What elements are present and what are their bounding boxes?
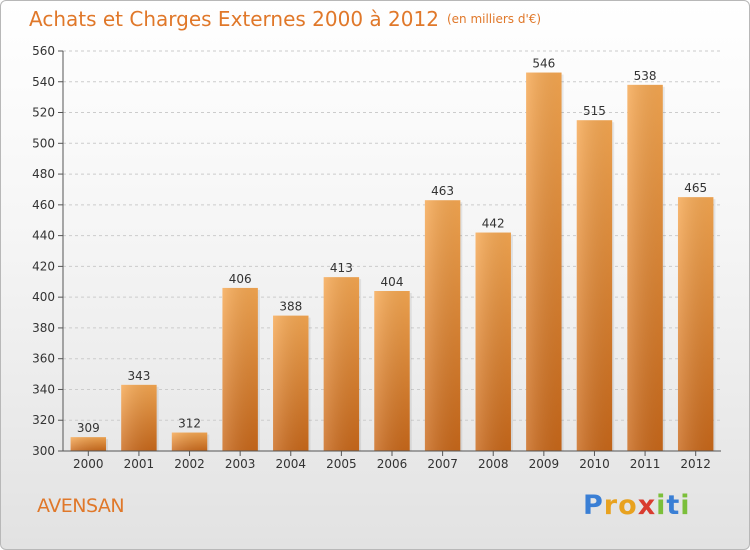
x-tick-label: 2002	[174, 457, 205, 471]
data-label: 413	[330, 261, 353, 275]
y-tick-label: 520	[32, 106, 55, 120]
bar-highlight	[171, 432, 208, 451]
data-label: 388	[279, 300, 302, 314]
y-tick-label: 400	[32, 290, 55, 304]
y-tick-label: 480	[32, 167, 55, 181]
bar-highlight	[273, 315, 309, 451]
logo-letter: i	[680, 490, 691, 521]
x-tick-label: 2006	[377, 457, 408, 471]
x-tick-label: 2000	[73, 457, 104, 471]
x-tick-label: 2003	[225, 457, 256, 471]
bar-highlight	[323, 277, 360, 451]
y-tick-label: 460	[32, 198, 55, 212]
x-tick-label: 2011	[630, 457, 661, 471]
x-tick-label: 2009	[529, 457, 560, 471]
chart-title-block: Achats et Charges Externes 2000 à 2012 (e…	[29, 7, 541, 31]
data-label: 312	[178, 417, 201, 431]
y-tick-label: 420	[32, 259, 55, 273]
x-tick-label: 2010	[579, 457, 610, 471]
data-label: 515	[583, 104, 606, 118]
axis-layer: 300 320 340 360 380 400 420 440 460 480 500 520 540 5…	[32, 44, 721, 471]
bar-highlight	[424, 200, 461, 451]
bar-highlight	[222, 287, 258, 451]
y-tick-label: 500	[32, 136, 55, 150]
y-tick-label: 320	[32, 413, 55, 427]
y-tick-label: 380	[32, 321, 55, 335]
data-label: 442	[482, 217, 505, 231]
logo-letter: r	[603, 490, 619, 521]
proxiti-logo: Proxiti	[583, 490, 691, 521]
x-tick-label: 2001	[124, 457, 155, 471]
data-label: 406	[229, 272, 252, 286]
y-tick-label: 560	[32, 44, 55, 58]
logo-letter: t	[666, 490, 681, 521]
x-tick-label: 2005	[326, 457, 357, 471]
y-tick-label: 300	[32, 444, 55, 458]
y-tick-label: 440	[32, 229, 55, 243]
data-label: 309	[77, 421, 100, 435]
y-tick-label: 540	[32, 75, 55, 89]
x-tick-label: 2004	[275, 457, 306, 471]
x-tick-label: 2007	[427, 457, 458, 471]
data-label: 343	[127, 369, 150, 383]
bar-highlight	[121, 384, 157, 451]
bar-highlight	[526, 72, 562, 452]
chart-unit: (en milliers d'€)	[446, 12, 542, 26]
data-label: 465	[684, 181, 707, 195]
x-tick-label: 2008	[478, 457, 509, 471]
bar-highlight	[70, 437, 107, 451]
y-tick-label: 360	[32, 352, 55, 366]
data-label: 463	[431, 184, 454, 198]
bar-highlight	[475, 232, 511, 451]
bar-highlight	[627, 84, 663, 451]
data-label: 546	[532, 57, 555, 71]
logo-letter: o	[618, 490, 638, 521]
bar-highlight	[374, 291, 410, 451]
bar-highlight	[677, 197, 714, 451]
logo-letter: P	[583, 490, 604, 521]
x-tick-label: 2012	[680, 457, 711, 471]
bar-layer: 309 343 312 406 388 413 404 463 442 546 515 538 465	[70, 57, 716, 452]
logo-letter: i	[656, 490, 667, 521]
y-tick-label: 340	[32, 382, 55, 396]
data-label: 404	[381, 275, 404, 289]
data-label: 538	[634, 69, 657, 83]
chart-title: Achats et Charges Externes 2000 à 2012	[29, 7, 439, 31]
bar-highlight	[576, 120, 613, 451]
logo-letter: x	[637, 490, 657, 521]
commune-name: AVENSAN	[37, 495, 125, 517]
